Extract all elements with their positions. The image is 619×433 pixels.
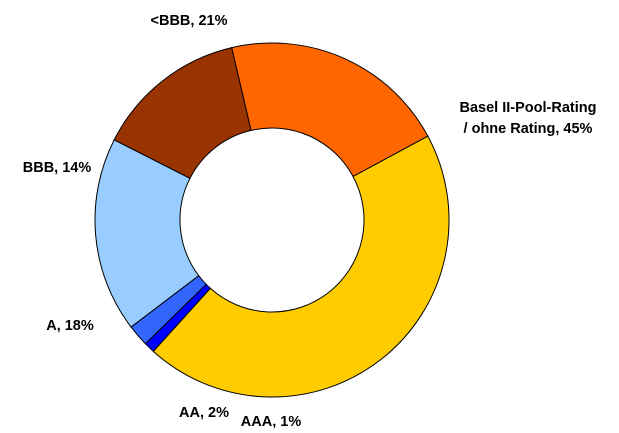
slice-label-aaa: AAA, 1% bbox=[241, 414, 302, 428]
slice-a bbox=[94, 139, 200, 328]
slice-label-basel-ii-pool-rating-ohne-rating: Basel II-Pool-Rating / ohne Rating, 45% bbox=[460, 100, 597, 137]
slice-label-line: BBB, 14% bbox=[23, 160, 92, 176]
slice-below-bbb bbox=[231, 42, 429, 178]
slice-label-a: A, 18% bbox=[46, 318, 94, 334]
slice-label-line: AA, 2% bbox=[179, 405, 229, 421]
labels-layer: Basel II-Pool-Rating / ohne Rating, 45% AA… bbox=[23, 13, 597, 430]
slice-label-below-bbb: <BBB, 21% bbox=[151, 13, 228, 29]
slice-basel-ii-pool-rating-ohne-rating bbox=[152, 135, 450, 398]
slice-label-line: Basel II-Pool-Rating bbox=[460, 100, 597, 116]
slice-label-line: A, 18% bbox=[46, 318, 94, 334]
slice-label-line: AAA, 1% bbox=[241, 414, 302, 428]
slice-label-line: / ohne Rating, 45% bbox=[464, 121, 593, 137]
slice-label-bbb: BBB, 14% bbox=[23, 160, 92, 176]
slice-label-line: <BBB, 21% bbox=[151, 13, 228, 29]
slice-label-aa: AA, 2% bbox=[179, 405, 229, 421]
slices-layer bbox=[94, 42, 450, 398]
